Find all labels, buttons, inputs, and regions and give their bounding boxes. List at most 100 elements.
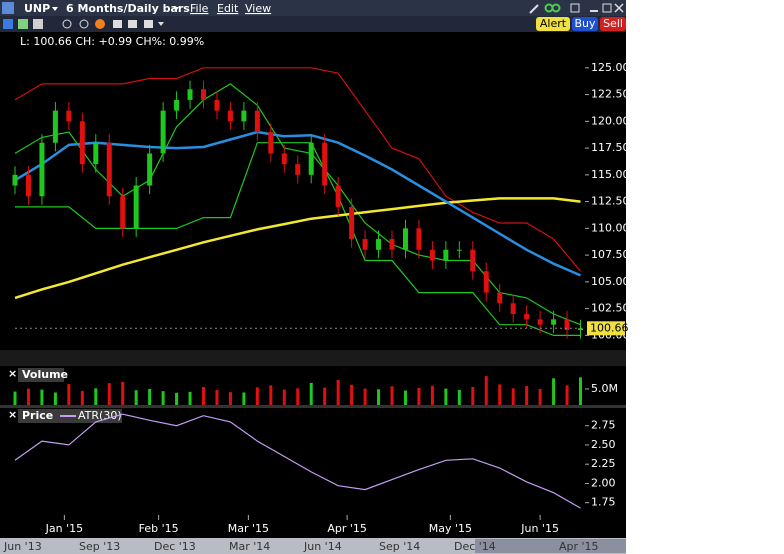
maximize-button[interactable]: [602, 3, 612, 13]
candle-body: [322, 142, 328, 186]
volume-bar: [552, 378, 556, 405]
y-tick-label: 110.00: [591, 221, 630, 234]
navigator-label: Jun '13: [3, 540, 42, 553]
close-panel[interactable]: ×: [8, 367, 17, 380]
candle-body: [79, 121, 85, 165]
volume-bar: [202, 387, 206, 405]
volume-bar: [525, 386, 529, 405]
alert-label[interactable]: Alert: [540, 17, 567, 30]
tool-icon[interactable]: [3, 19, 13, 29]
y-tick-label: 117.50: [591, 141, 630, 154]
settings-icon[interactable]: [529, 4, 539, 14]
overlay-line: [14, 67, 581, 272]
x-tick-label: Jan '15: [45, 522, 83, 535]
overlay-line: [14, 197, 581, 300]
window-background: [0, 0, 626, 554]
candle-body: [483, 271, 489, 293]
volume-bar: [498, 384, 502, 405]
sell-button[interactable]: [600, 17, 626, 31]
navigator-label: Sep '13: [79, 540, 120, 553]
navigator-label: Dec '13: [154, 540, 196, 553]
x-tick-label: May '15: [429, 522, 472, 535]
x-tick-label: Feb '15: [139, 522, 179, 535]
menu-edit[interactable]: Edit: [217, 2, 239, 15]
candle-body: [389, 239, 395, 250]
volume-bar: [175, 392, 179, 405]
candle-body: [497, 292, 503, 304]
volume-bar: [26, 388, 30, 405]
crosshair[interactable]: [95, 19, 105, 29]
volume-bar: [121, 381, 125, 405]
close-panel[interactable]: ×: [8, 408, 17, 421]
sell-label[interactable]: Sell: [603, 17, 623, 30]
candle-body: [429, 249, 435, 261]
candle-body: [470, 249, 476, 272]
candle-body: [52, 110, 58, 143]
volume-bar: [269, 385, 273, 405]
candle-body: [281, 153, 287, 165]
zoom-out[interactable]: [79, 19, 89, 29]
y-tick-label: 107.50: [591, 248, 630, 261]
candle-body: [456, 249, 462, 251]
panel-title: Price: [22, 409, 53, 422]
tool-icon[interactable]: [113, 20, 122, 28]
candle-body: [174, 99, 180, 111]
candle-body: [25, 174, 31, 197]
y-tick-label: 105.00: [591, 275, 630, 288]
candle-body: [524, 313, 530, 320]
link-icon[interactable]: [551, 3, 561, 13]
volume-bar: [309, 382, 313, 405]
volume-bar: [363, 388, 367, 405]
candle-body: [227, 110, 233, 122]
zoom-in[interactable]: [62, 19, 72, 29]
atr-line: [14, 413, 581, 509]
y-tick-label: 2.50: [591, 438, 616, 451]
alert-button[interactable]: [536, 17, 570, 31]
volume-bar: [484, 376, 488, 405]
tool-dropdown[interactable]: [158, 22, 164, 26]
legend-label: ATR(30): [78, 409, 122, 422]
candle-body: [349, 206, 355, 240]
menu-view[interactable]: View: [245, 2, 271, 15]
volume-bar: [336, 379, 340, 405]
volume-bar: [417, 387, 421, 405]
candle-body: [537, 319, 543, 325]
volume-bar: [242, 392, 246, 405]
close-button[interactable]: [614, 3, 624, 13]
period[interactable]: 6 Months/Daily bars: [66, 2, 190, 15]
candle-body: [578, 328, 584, 331]
y-tick-label: 102.50: [591, 302, 630, 315]
volume-bar: [511, 388, 515, 405]
buy-button[interactable]: [572, 17, 598, 31]
candle-body: [376, 239, 382, 250]
volume-bar: [296, 388, 300, 405]
volume-bar: [148, 388, 152, 405]
symbol-dropdown[interactable]: [52, 7, 58, 11]
last-price-tag: [587, 321, 625, 336]
volume-bar: [134, 390, 138, 405]
window-button[interactable]: [570, 3, 580, 13]
tool-icon[interactable]: [128, 20, 137, 28]
symbol[interactable]: UNP: [24, 2, 50, 15]
volume-bar: [215, 389, 219, 405]
tool-icon[interactable]: [144, 20, 153, 28]
volume-bar: [161, 391, 165, 405]
navigator[interactable]: [0, 538, 626, 554]
candle-body: [12, 174, 18, 186]
navigator-label: Apr '15: [559, 540, 599, 553]
candle-body: [241, 110, 247, 122]
menu-file[interactable]: File: [190, 2, 209, 15]
tool-icon[interactable]: [33, 19, 43, 29]
tool-icon[interactable]: [18, 19, 28, 29]
period-dropdown[interactable]: [173, 7, 179, 11]
y-tick-label: 115.00: [591, 168, 630, 181]
panel-title: Volume: [22, 368, 68, 381]
buy-label[interactable]: Buy: [574, 17, 596, 30]
volume-tab: [18, 368, 64, 382]
x-tick-label: Apr '15: [327, 522, 367, 535]
info-line: L: 100.66 CH: +0.99 CH%: 0.99%: [20, 35, 204, 48]
navigator-label: Mar '14: [229, 540, 270, 553]
y-tick-label: 5.0M: [591, 382, 618, 395]
navigator-window[interactable]: [475, 539, 626, 553]
candle-body: [39, 142, 45, 197]
